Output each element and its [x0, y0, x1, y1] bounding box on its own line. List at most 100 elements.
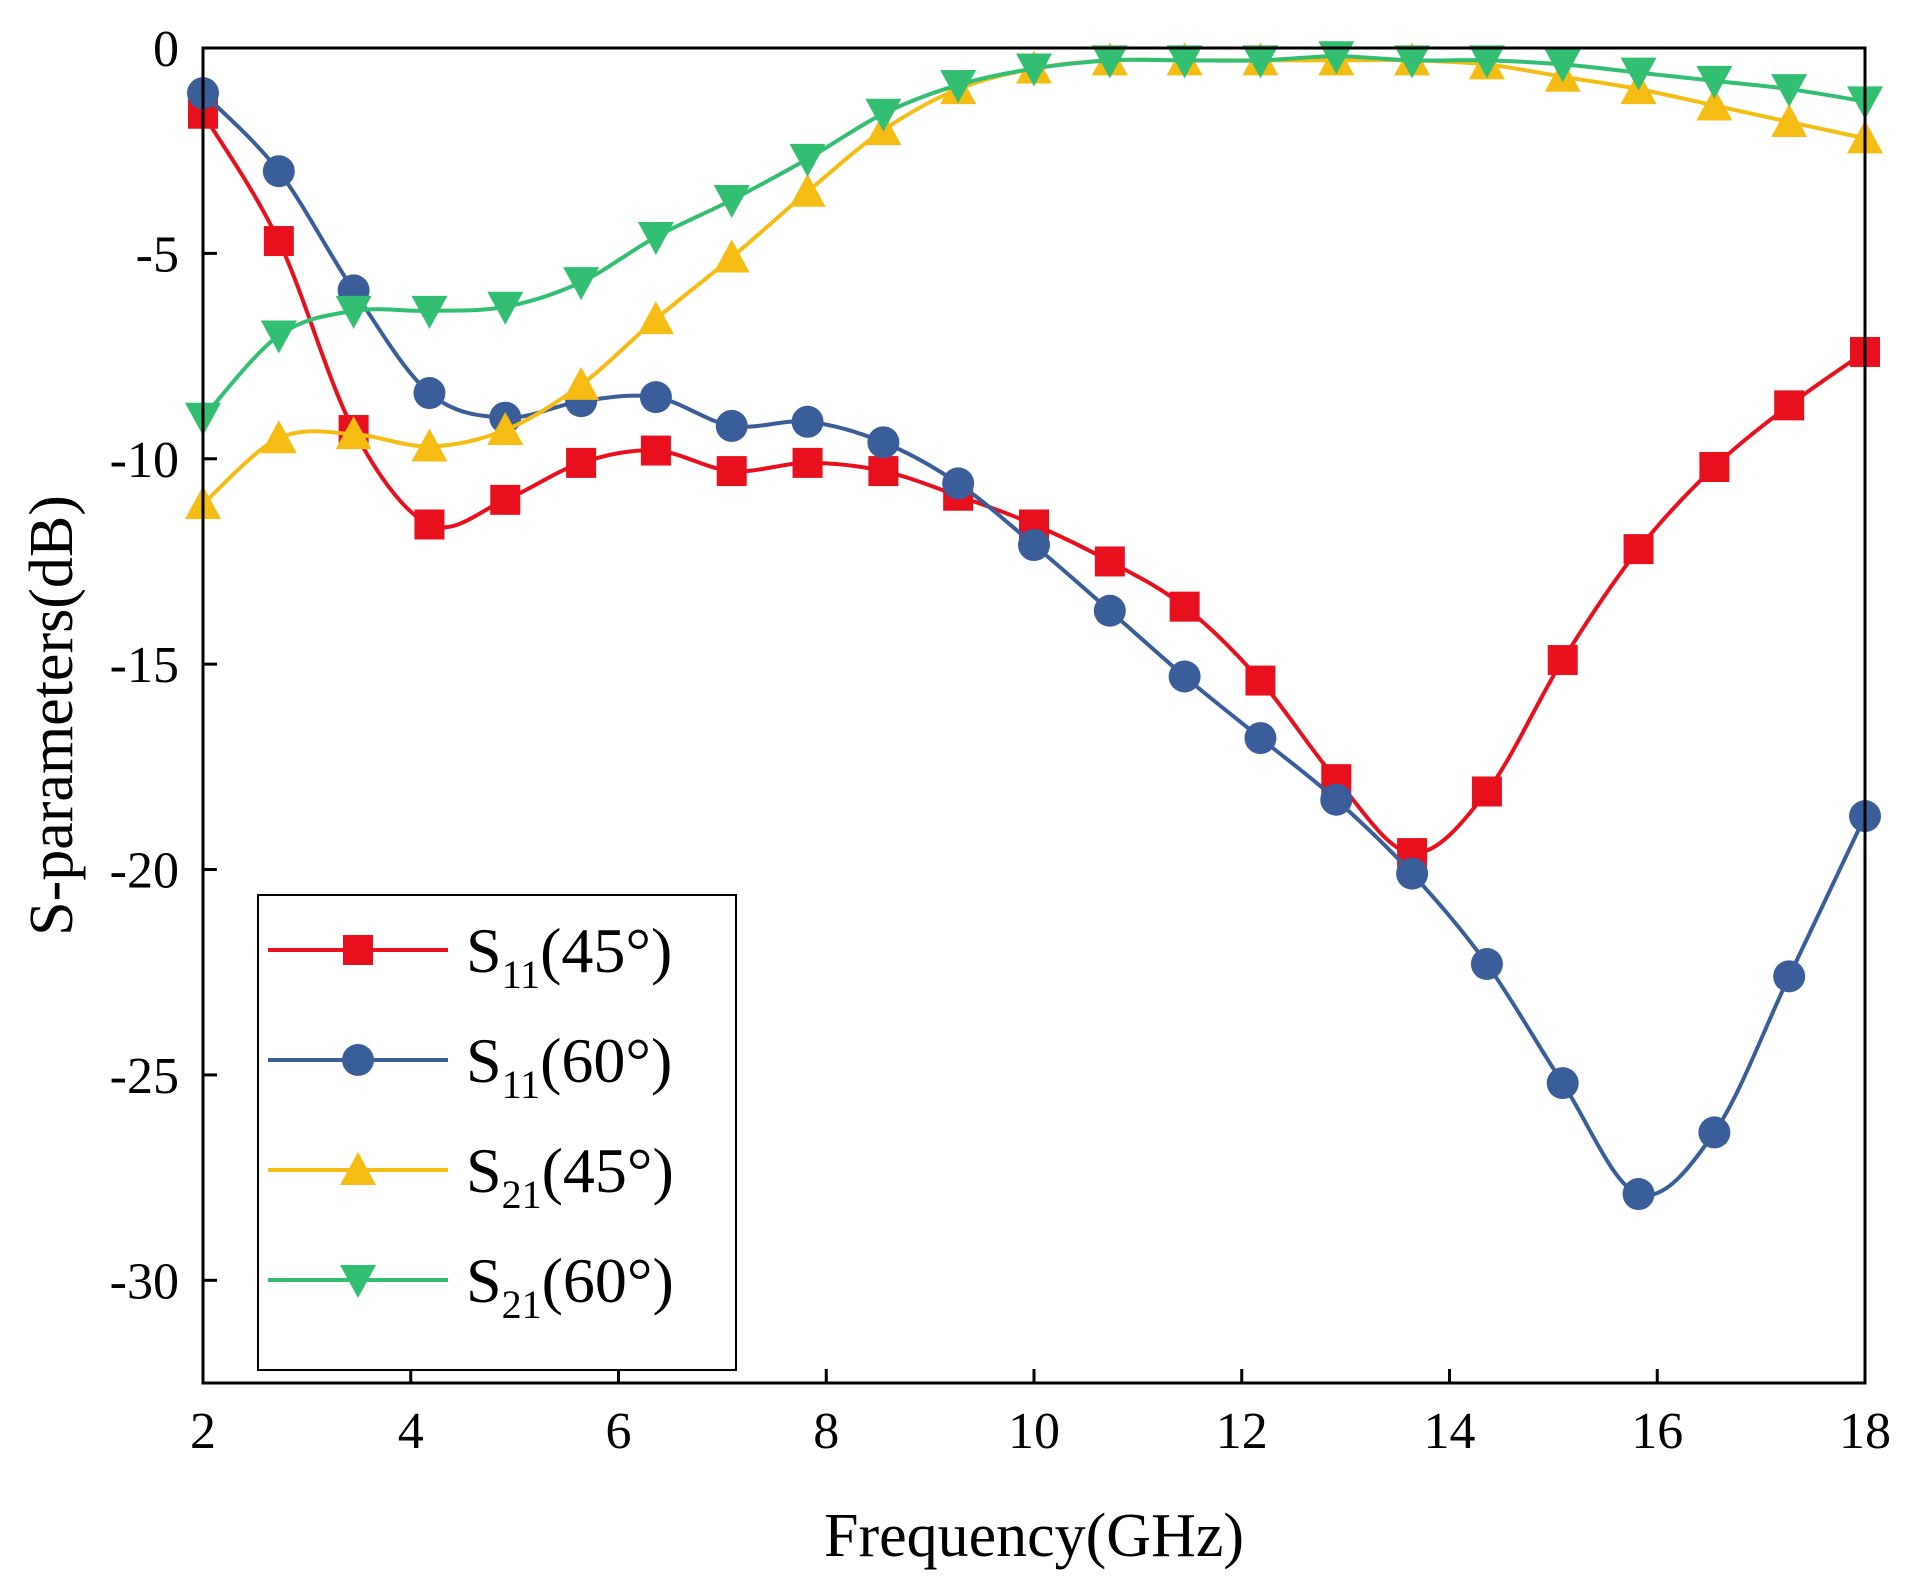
data-point [1771, 103, 1808, 137]
data-point [1093, 594, 1126, 627]
legend-item: S21(45°) [268, 1135, 674, 1217]
data-point [789, 173, 826, 207]
legend-label: S11(60°) [466, 1025, 672, 1107]
data-point [1018, 529, 1050, 562]
data-point [263, 226, 294, 257]
data-point [637, 301, 674, 335]
y-tick-label: -5 [136, 226, 179, 283]
data-point [791, 405, 824, 438]
data-point [1471, 776, 1502, 807]
data-point [1244, 722, 1277, 755]
data-point [1396, 857, 1429, 890]
data-point [792, 447, 823, 478]
data-point [260, 320, 297, 354]
data-point [865, 98, 902, 132]
legend-box [257, 894, 737, 1371]
legend-marker [340, 1265, 376, 1298]
data-point [640, 435, 671, 466]
legend-item: S21(60°) [268, 1245, 674, 1327]
y-tick-label: -20 [110, 843, 179, 900]
x-tick-label: 18 [1839, 1403, 1891, 1460]
series-layer [185, 41, 1883, 1211]
data-point [414, 509, 445, 540]
legend-label: S11(45°) [466, 915, 672, 997]
data-point [335, 295, 372, 329]
series-S11(45°) [188, 98, 1880, 869]
data-point [1698, 1116, 1731, 1149]
data-point [1623, 534, 1654, 565]
data-point [942, 467, 975, 500]
data-point [1094, 546, 1125, 577]
data-point [1774, 390, 1805, 421]
data-point [1771, 74, 1808, 108]
data-point [1544, 49, 1581, 83]
data-point [713, 184, 750, 218]
legend-label: S21(45°) [466, 1135, 674, 1217]
data-point [1242, 45, 1279, 79]
data-point [487, 412, 524, 446]
data-point [716, 456, 747, 487]
data-point [1394, 45, 1431, 79]
data-point [262, 155, 295, 188]
x-tick-label: 6 [606, 1403, 632, 1460]
data-point [639, 381, 672, 414]
data-point [490, 484, 521, 515]
data-point [867, 426, 900, 459]
x-tick-label: 4 [398, 1403, 424, 1460]
series-line [201, 112, 1867, 856]
data-point [1773, 960, 1806, 993]
series-line [201, 54, 1866, 420]
x-tick-label: 14 [1424, 1403, 1476, 1460]
x-tick-label: 10 [1008, 1403, 1060, 1460]
legend: S11(45°) S11(60°) S21(45°) S21(60°) [257, 894, 737, 1371]
data-point [413, 377, 446, 410]
data-point [713, 239, 750, 273]
data-point [1168, 660, 1201, 693]
series-S11(60°) [187, 77, 1881, 1211]
data-point [1091, 45, 1128, 79]
data-point [1320, 783, 1353, 816]
legend-marker [343, 935, 373, 965]
x-tick-label: 12 [1216, 1403, 1268, 1460]
data-point [715, 409, 748, 442]
y-tick-label: -10 [110, 432, 179, 489]
y-tick-label: -30 [110, 1253, 179, 1310]
data-point [868, 456, 899, 487]
data-point [789, 143, 826, 177]
data-point [1016, 53, 1052, 87]
data-point [1468, 45, 1505, 79]
y-tick-label: -15 [110, 637, 179, 694]
x-axis: 2 4 6 8 10 12 14 16 18 [190, 1369, 1891, 1460]
data-point [260, 420, 297, 454]
data-point [1245, 665, 1276, 696]
data-point [1622, 1178, 1655, 1211]
x-axis-title: Frequency(GHz) [824, 1502, 1244, 1570]
legend-marker [340, 1152, 376, 1185]
series-S21(45°) [185, 42, 1883, 519]
legend-item: S11(60°) [268, 1025, 672, 1107]
data-point [1166, 45, 1203, 79]
data-point [566, 447, 597, 478]
data-point [1696, 87, 1733, 121]
series-line [201, 57, 1866, 506]
data-point [335, 416, 372, 450]
data-point [411, 295, 448, 329]
legend-marker [342, 1044, 374, 1076]
data-point [487, 291, 524, 325]
series-S21(60°) [185, 41, 1883, 436]
data-point [1547, 645, 1578, 676]
y-tick-label: -25 [110, 1048, 179, 1105]
x-tick-label: 16 [1631, 1403, 1683, 1460]
data-point [1546, 1067, 1579, 1100]
data-point [1169, 591, 1200, 622]
x-tick-label: 2 [190, 1403, 216, 1460]
legend-label: S21(60°) [466, 1245, 674, 1327]
data-point [563, 366, 600, 400]
data-point [563, 267, 600, 301]
legend-item: S11(45°) [268, 915, 672, 997]
data-point [411, 428, 448, 462]
y-tick-label: 0 [153, 21, 179, 78]
x-tick-label: 8 [813, 1403, 839, 1460]
y-axis: 0 -5 -10 -15 -20 -25 -30 [110, 21, 217, 1310]
